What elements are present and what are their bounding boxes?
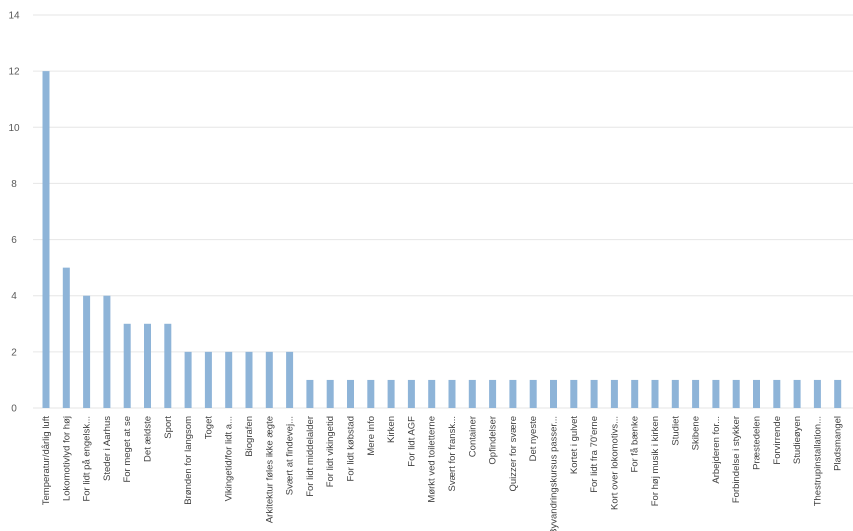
gridlines <box>33 14 853 409</box>
y-tick-label: 6 <box>11 235 17 246</box>
x-category-label: Skibene <box>691 416 702 450</box>
bar <box>732 379 740 408</box>
x-category-label: For meget at se <box>122 416 133 483</box>
bar <box>793 379 801 408</box>
y-axis-ticks: 0 2 4 6 8 10 12 14 <box>8 11 20 415</box>
bar <box>570 379 578 408</box>
x-category-label: Mørkt ved toiletterne <box>427 416 438 503</box>
bar <box>428 379 436 408</box>
x-category-label: Mere info <box>366 416 377 456</box>
bar <box>550 379 557 408</box>
bar <box>387 379 395 408</box>
x-category-label: Lokomotivlyd for høj <box>61 416 72 501</box>
bar <box>347 379 354 408</box>
bar <box>407 379 415 408</box>
y-tick-label: 2 <box>11 347 17 358</box>
bar <box>692 379 700 408</box>
bar <box>651 379 659 408</box>
x-category-label: For lidt købstad <box>346 416 357 481</box>
x-category-label: Thestrupinstallation... <box>812 416 823 506</box>
bar <box>712 379 720 408</box>
y-tick-label: 12 <box>8 67 20 78</box>
x-category-label: Forvirrende <box>772 416 783 465</box>
bar <box>529 379 537 408</box>
x-category-label: Temperatur/dårlig luft <box>41 416 52 506</box>
y-tick-label: 4 <box>11 291 17 302</box>
x-category-label: Svært at findevej... <box>285 416 296 495</box>
x-category-label: Byvandringskursus passer... <box>549 416 560 531</box>
bar <box>834 379 842 408</box>
x-category-label: Kort over lokomotivs... <box>609 416 620 510</box>
bar <box>245 351 253 408</box>
bar <box>225 351 233 408</box>
x-category-label: Brønden for langsom <box>183 416 194 505</box>
x-category-label: For lidt middelalder <box>305 416 316 497</box>
x-category-label: For lidt vikingetid <box>325 416 336 487</box>
bar <box>184 351 192 408</box>
y-tick-label: 14 <box>8 11 20 22</box>
bar <box>671 379 679 408</box>
x-category-label: Container <box>467 416 478 457</box>
x-category-label: Studieøyen <box>792 416 803 464</box>
bar <box>286 351 294 408</box>
bar <box>265 351 273 408</box>
bar <box>62 267 70 408</box>
x-category-label: Arkitektur føles ikke ægte <box>264 416 275 523</box>
x-category-label: Vikingetid/for lidt a... <box>224 416 235 501</box>
x-category-label: Kortet i gulvet <box>569 416 580 474</box>
bar <box>83 295 91 408</box>
bar <box>367 379 375 408</box>
x-category-label: Steder i Aarhus <box>102 416 113 481</box>
bar <box>489 379 497 408</box>
x-category-label: For lidt AGF <box>406 416 417 467</box>
x-category-label: For lidt fra 70'erne <box>589 416 600 493</box>
bar <box>123 323 131 408</box>
bar <box>204 351 212 408</box>
bar <box>610 379 618 408</box>
x-category-label: Sport <box>163 416 174 439</box>
bar <box>773 379 781 408</box>
bar <box>144 323 151 408</box>
bar <box>590 379 598 408</box>
x-category-label: Det nyeste <box>528 416 539 461</box>
y-tick-label: 8 <box>11 179 17 190</box>
x-category-label: Forbindelse i stykker <box>731 416 742 503</box>
x-category-label: Pladsmangel <box>833 416 844 471</box>
bar <box>813 379 821 408</box>
bar <box>753 379 760 408</box>
bar <box>468 379 476 408</box>
x-category-label: For høj musik i kirken <box>650 416 661 506</box>
bar <box>103 295 111 408</box>
x-axis-labels: Temperatur/dårlig luft Lokomotivlyd for h… <box>41 416 844 531</box>
bar <box>509 379 517 408</box>
x-category-label: Biografen <box>244 416 255 457</box>
bar <box>448 379 456 408</box>
bar <box>306 379 314 408</box>
x-category-label: Quizzer for svære <box>508 416 519 492</box>
x-category-label: Opfindelser <box>488 416 499 465</box>
x-category-label: For få bænke <box>630 416 641 473</box>
bar <box>326 379 334 408</box>
x-category-label: Arbejderen for... <box>711 416 722 484</box>
bar <box>164 323 172 408</box>
bars <box>42 71 842 409</box>
y-tick-label: 0 <box>11 404 17 415</box>
x-category-label: Det ældste <box>143 416 154 462</box>
bar <box>631 379 639 408</box>
x-category-label: For lidt på engelsk... <box>82 416 93 502</box>
x-category-label: Toget <box>203 416 214 440</box>
x-category-label: Svært for fransk... <box>447 416 458 492</box>
y-tick-label: 10 <box>8 123 20 134</box>
bar <box>42 71 50 409</box>
x-category-label: Præstedelen <box>752 416 763 470</box>
x-category-label: Studiet <box>670 416 681 446</box>
x-category-label: Kirken <box>386 416 397 443</box>
